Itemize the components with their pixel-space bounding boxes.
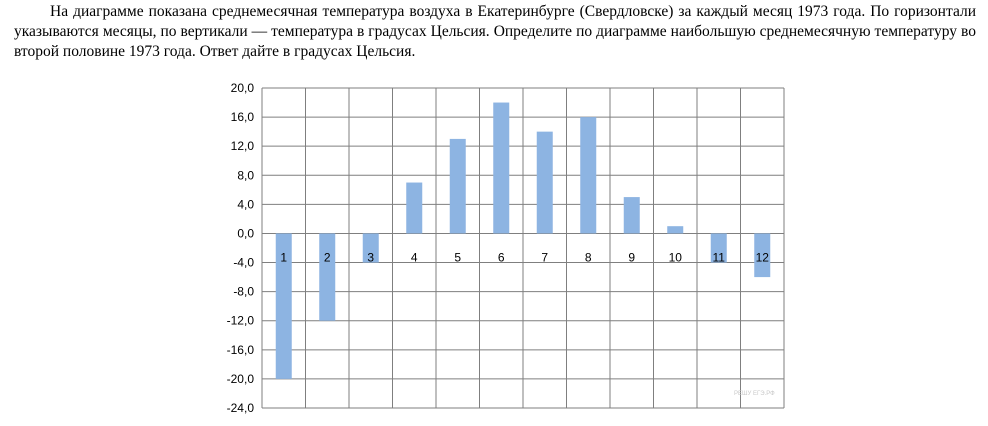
bar (710, 233, 727, 263)
gridlines (261, 87, 785, 409)
problem-text: На диаграмме показана среднемесячная тем… (14, 3, 976, 60)
x-category-label: 1 (280, 250, 287, 264)
y-tick-label: -16,0 (227, 343, 255, 357)
x-category-label: 5 (454, 250, 461, 264)
y-tick-label: 20,0 (231, 81, 255, 95)
x-category-label: 11 (713, 250, 726, 264)
x-category-label: 10 (669, 250, 683, 264)
bar (754, 233, 771, 278)
x-category-label: 7 (541, 250, 548, 264)
y-tick-label: 0,0 (237, 226, 254, 240)
x-category-label: 3 (367, 250, 374, 264)
x-category-label: 8 (585, 250, 592, 264)
y-tick-label: 8,0 (237, 168, 254, 182)
bar (623, 197, 640, 234)
watermark: РЕШУ ЕГЭ.РФ (734, 391, 775, 397)
bar (319, 233, 336, 321)
y-tick-label: 16,0 (231, 110, 255, 124)
x-category-label: 4 (411, 250, 418, 264)
y-tick-label: -20,0 (227, 372, 255, 386)
bars (275, 102, 771, 379)
y-tick-label: -24,0 (227, 401, 255, 415)
bar (449, 138, 466, 234)
y-tick-label: -8,0 (233, 285, 254, 299)
bar (536, 131, 553, 234)
bar (406, 182, 423, 234)
bar (362, 233, 379, 263)
y-tick-label: -12,0 (227, 314, 255, 328)
bar (580, 117, 597, 234)
x-category-label: 2 (324, 250, 331, 264)
y-tick-label: 4,0 (237, 197, 254, 211)
x-category-label: 6 (498, 250, 505, 264)
category-labels: 1 2 3 4 5 6 7 8 9 10 11 12 (280, 250, 769, 264)
y-tick-label: -4,0 (233, 256, 254, 270)
bar (667, 226, 684, 234)
y-tick-labels: 20,0 16,0 12,0 8,0 4,0 0,0 -4,0 -8,0 -12,0 -16,0 -… (227, 81, 255, 415)
bar (275, 233, 292, 379)
x-category-label: 12 (756, 250, 770, 264)
x-category-label: 9 (628, 250, 635, 264)
bar (493, 102, 510, 234)
y-tick-label: 12,0 (231, 139, 255, 153)
